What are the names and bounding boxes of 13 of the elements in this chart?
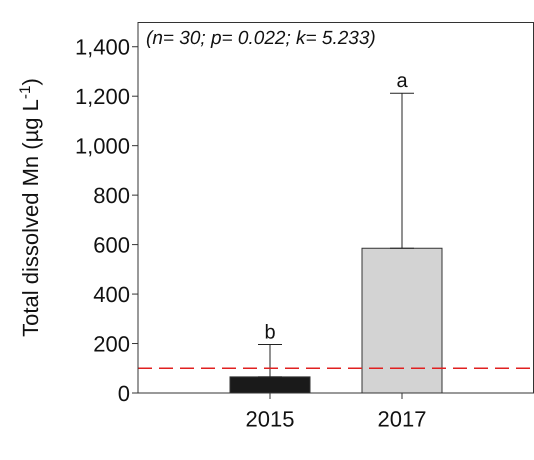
annotation: b xyxy=(264,322,276,344)
y-tick-label: 400 xyxy=(93,282,130,307)
y-tick-label: 600 xyxy=(93,232,130,258)
x-tick-label: 2017 xyxy=(378,406,426,432)
y-tick-label: 1,400 xyxy=(74,34,130,60)
y-tick-label: 200 xyxy=(93,331,130,356)
annotation: (n= 30; p= 0.022; k= 5.233) xyxy=(146,28,376,50)
y-tick-label: 1,200 xyxy=(74,84,130,110)
annotation: a xyxy=(396,70,408,92)
x-tick-label: 2015 xyxy=(246,406,294,432)
y-tick-label: 0 xyxy=(118,380,130,406)
y-tick-label: 1,000 xyxy=(74,133,130,158)
y-tick-label: 800 xyxy=(93,182,130,208)
